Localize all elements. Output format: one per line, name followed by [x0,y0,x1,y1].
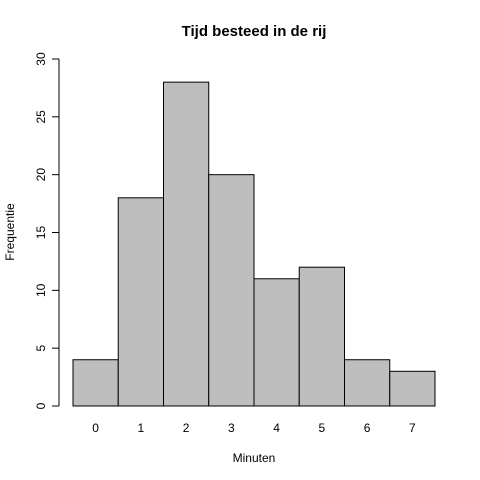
x-axis-label: Minuten [233,451,276,465]
x-tick-label: 4 [273,421,280,435]
chart-title: Tijd besteed in de rij [182,23,327,40]
x-tick-label: 1 [138,421,145,435]
bar-5 [298,266,345,407]
bar-7 [389,370,436,407]
y-tick-label: 20 [34,168,48,182]
bar-1 [117,197,164,407]
x-tick-label: 7 [409,421,416,435]
bar-3 [208,174,255,407]
y-axis: 0 5 10 15 20 25 30 [34,52,60,409]
x-tick-label: 6 [364,421,371,435]
x-tick-label: 3 [228,421,235,435]
x-tick-label: 0 [92,421,99,435]
y-tick-label: 25 [34,110,48,124]
bar-2 [163,81,210,407]
bar-0 [72,359,119,407]
y-tick-label: 30 [34,52,48,66]
y-tick-label: 0 [34,402,48,409]
y-axis-label: Frequentie [3,203,17,261]
y-tick-label: 5 [34,345,48,352]
y-tick-label: 15 [34,226,48,240]
x-tick-labels: 0 1 2 3 4 5 6 7 [92,421,416,435]
x-tick-label: 5 [319,421,326,435]
y-tick-label: 10 [34,283,48,297]
bar-4 [253,278,300,407]
x-tick-label: 2 [183,421,190,435]
bar-6 [344,359,391,407]
bars-group [72,81,436,407]
